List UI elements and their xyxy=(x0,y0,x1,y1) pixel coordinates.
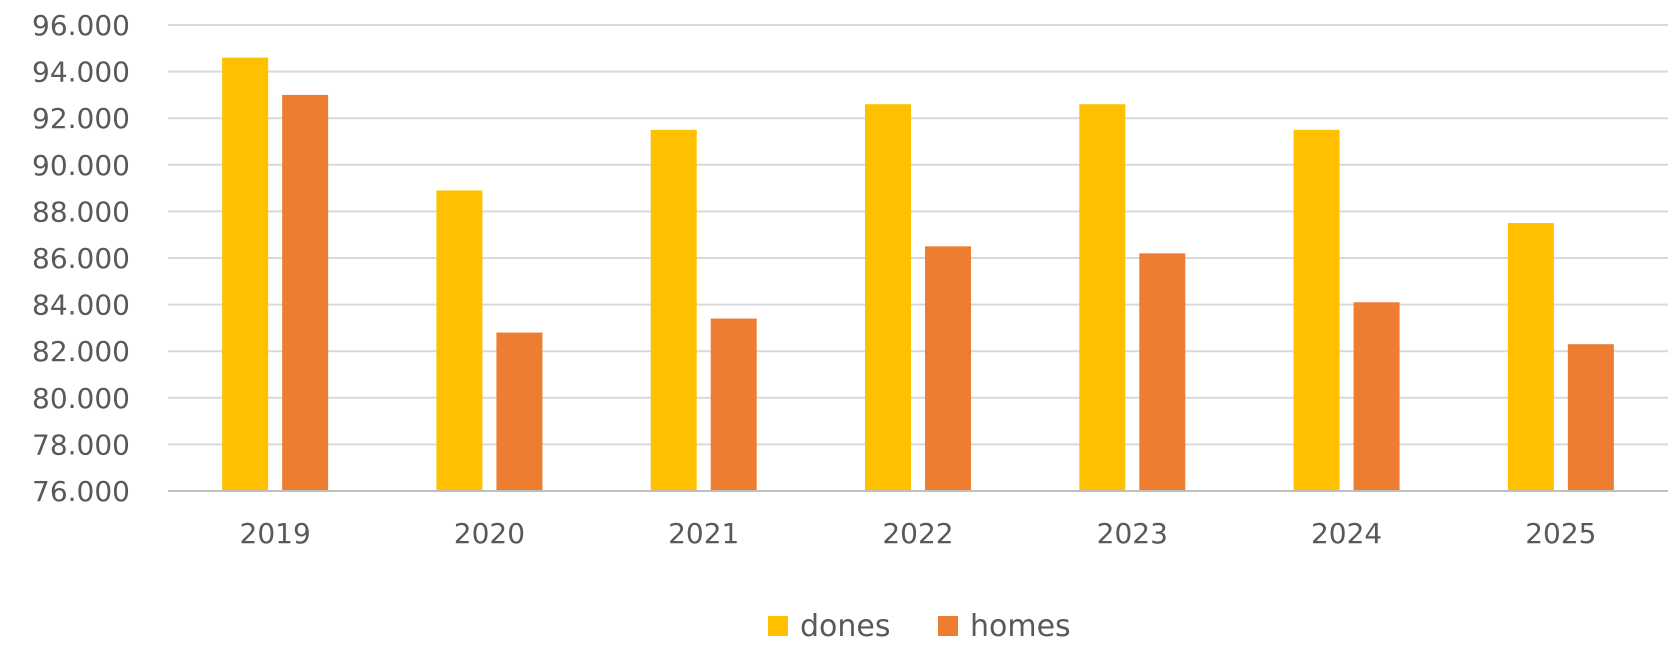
x-axis-tick-labels: 2019 2020 2021 2022 2023 2024 2025 xyxy=(240,517,1597,550)
x-tick-label: 2021 xyxy=(668,517,739,550)
y-axis-tick-labels: 76.000 78.000 80.000 82.000 84.000 86.000 88.0… xyxy=(32,9,130,508)
y-tick-label: 96.000 xyxy=(32,9,130,42)
bar-dones-2023 xyxy=(1079,104,1126,491)
bar-homes-2025 xyxy=(1567,344,1614,491)
y-tick-label: 78.000 xyxy=(32,428,130,461)
legend-swatch-dones xyxy=(768,616,788,636)
bar-homes-2023 xyxy=(1139,253,1186,491)
legend-label-dones: dones xyxy=(800,609,891,644)
y-tick-label: 86.000 xyxy=(32,242,130,275)
bar-homes-2020 xyxy=(496,332,543,491)
bar-homes-2024 xyxy=(1353,302,1400,491)
gridlines xyxy=(168,24,1668,446)
bar-homes-2022 xyxy=(925,246,971,491)
y-tick-label: 80.000 xyxy=(32,382,130,415)
bar-dones-2025 xyxy=(1507,223,1554,492)
x-tick-label: 2023 xyxy=(1097,517,1168,550)
y-tick-label: 84.000 xyxy=(32,289,130,322)
bar-dones-2020 xyxy=(436,190,483,491)
bar-dones-2021 xyxy=(650,129,697,491)
y-tick-label: 90.000 xyxy=(32,149,130,182)
bars xyxy=(222,57,1614,492)
legend-label-homes: homes xyxy=(970,609,1071,644)
x-tick-label: 2020 xyxy=(454,517,525,550)
bar-dones-2022 xyxy=(865,104,911,491)
bar-dones-2019 xyxy=(222,57,269,492)
x-tick-label: 2024 xyxy=(1311,517,1382,550)
bar-dones-2024 xyxy=(1293,129,1340,491)
x-tick-label: 2019 xyxy=(240,517,311,550)
y-tick-label: 76.000 xyxy=(32,475,130,508)
y-tick-label: 92.000 xyxy=(32,102,130,135)
bar-homes-2021 xyxy=(710,318,757,491)
y-tick-label: 82.000 xyxy=(32,335,130,368)
y-tick-label: 88.000 xyxy=(32,195,130,228)
bar-homes-2019 xyxy=(282,94,329,492)
legend: dones homes xyxy=(768,609,1071,644)
x-tick-label: 2025 xyxy=(1525,517,1596,550)
legend-swatch-homes xyxy=(938,616,958,636)
x-tick-label: 2022 xyxy=(882,517,953,550)
y-tick-label: 94.000 xyxy=(32,56,130,89)
